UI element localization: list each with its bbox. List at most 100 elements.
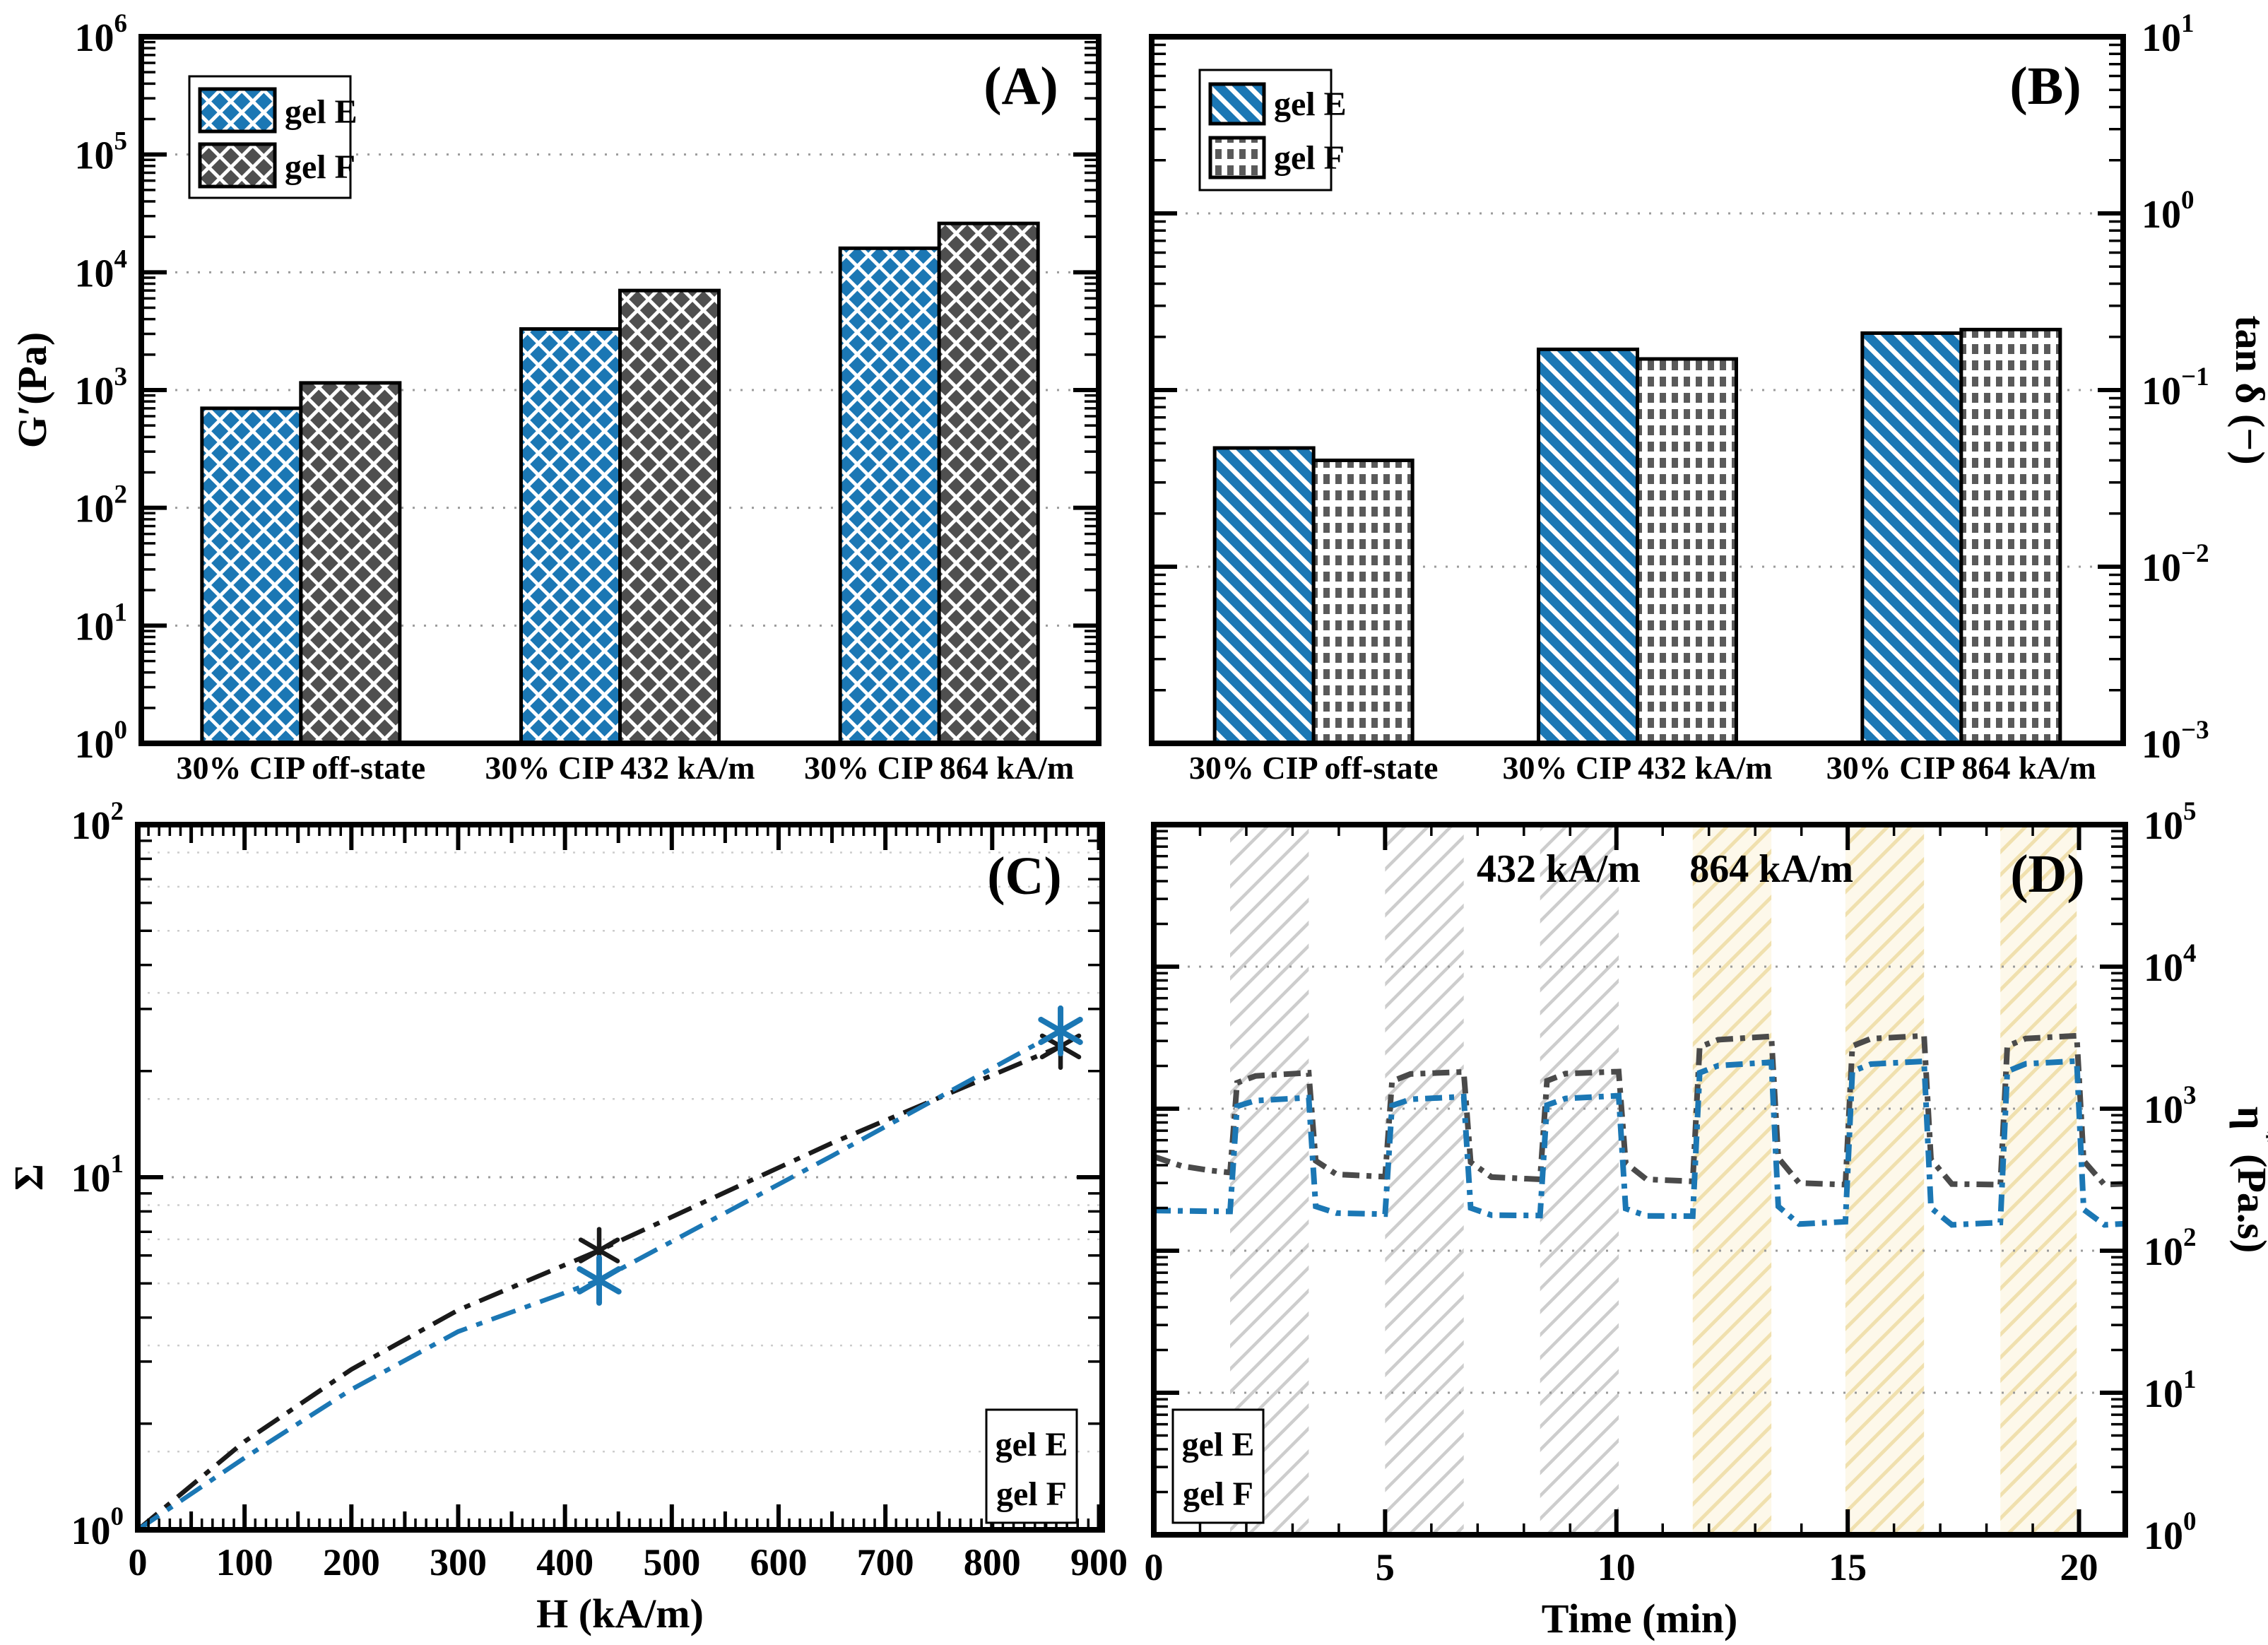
y-axis-A: 100 101 102 103 104 105 106	[75, 9, 1099, 767]
svg-text:10: 10	[1597, 1546, 1636, 1588]
svg-text:900: 900	[1070, 1541, 1128, 1584]
legend-label-gel-F: gel F	[1274, 139, 1345, 177]
svg-text:10−3: 10−3	[2142, 716, 2209, 767]
legend-swatch-gel-F	[198, 142, 277, 189]
gridlines-C	[138, 851, 1102, 1453]
svg-text:15: 15	[1829, 1546, 1867, 1588]
svg-text:500: 500	[643, 1541, 700, 1584]
svg-text:20: 20	[2060, 1546, 2098, 1588]
bar-gel-E-1	[1537, 347, 1639, 745]
line-gel-F	[136, 1044, 1062, 1532]
legend-C: gel E gel F	[985, 1408, 1078, 1524]
bars-A	[200, 221, 1040, 745]
svg-text:102: 102	[2144, 1223, 2197, 1274]
svg-text:100: 100	[71, 1502, 124, 1553]
svg-text:101: 101	[2142, 9, 2195, 60]
panel-tag-D: (D)	[2010, 844, 2085, 904]
svg-text:30% CIP 864 kA/m: 30% CIP 864 kA/m	[804, 750, 1074, 786]
x-axis-C: 0 100 200 300 400 500 600 700 800 900	[129, 825, 1128, 1584]
y-axis-title-D: η* (Pa.s)	[2229, 1107, 2268, 1254]
bar-gel-F-2	[937, 221, 1040, 745]
y-axis-title-A: G′(Pa)	[9, 332, 55, 448]
legend-A: gel E gel F	[188, 75, 358, 199]
legend-swatch-gel-F	[1208, 136, 1266, 179]
legend-D: gel E gel F	[1171, 1408, 1265, 1524]
svg-text:105: 105	[2144, 797, 2197, 848]
legend-label-gel-F: gel F	[996, 1475, 1067, 1513]
legend-label-gel-F: gel F	[1183, 1475, 1253, 1513]
svg-text:100: 100	[2142, 186, 2195, 237]
band-labels: 432 kA/m 864 kA/m	[1477, 847, 1853, 891]
svg-text:30% CIP 432 kA/m: 30% CIP 432 kA/m	[485, 750, 755, 786]
legend-swatch-gel-E	[1208, 82, 1266, 126]
svg-text:102: 102	[75, 480, 128, 531]
line-gel-F	[1152, 1032, 2126, 1188]
field-label-864: 864 kA/m	[1689, 847, 1853, 891]
svg-text:104: 104	[75, 244, 128, 295]
line-gel-E	[136, 1029, 1062, 1532]
field-bands	[1230, 825, 2077, 1535]
band-432-kA-m	[1385, 825, 1464, 1535]
svg-text:100: 100	[216, 1541, 273, 1584]
legend-label-gel-E: gel E	[285, 93, 358, 131]
panel-b: 30% CIP off-state 30% CIP 432 kA/m 30% CIP…	[1149, 9, 2268, 786]
panel-tag-A: (A)	[984, 57, 1058, 116]
svg-text:800: 800	[964, 1541, 1021, 1584]
svg-text:100: 100	[2144, 1507, 2197, 1558]
bar-gel-E-0	[200, 406, 303, 745]
panel-tag-C: (C)	[987, 847, 1062, 906]
legend-swatch-gel-E	[198, 87, 277, 134]
svg-text:0: 0	[1145, 1546, 1164, 1588]
svg-text:100: 100	[75, 716, 128, 767]
lines-C	[136, 1005, 1083, 1532]
svg-text:101: 101	[2144, 1365, 2197, 1416]
line-gel-E	[1153, 1058, 2126, 1228]
lines-D	[1152, 1032, 2126, 1228]
svg-text:700: 700	[857, 1541, 914, 1584]
svg-text:105: 105	[75, 127, 128, 178]
bar-gel-F-1	[1636, 357, 1738, 745]
bar-gel-F-0	[1311, 458, 1414, 745]
x-axis-title-C: H (kA/m)	[536, 1591, 704, 1637]
svg-text:0: 0	[129, 1541, 148, 1584]
legend-label-gel-E: gel E	[996, 1426, 1068, 1463]
x-axis-D: 0 5 10 15 20	[1145, 825, 2127, 1588]
svg-text:300: 300	[430, 1541, 487, 1584]
svg-text:30% CIP 432 kA/m: 30% CIP 432 kA/m	[1502, 750, 1772, 786]
panel-tag-B: (B)	[2009, 57, 2081, 116]
legend-label-gel-E: gel E	[1274, 86, 1347, 123]
panel-a: 30% CIP off-state 30% CIP 432 kA/m 30% CIP…	[9, 9, 1101, 786]
x-axis-title-D: Time (min)	[1542, 1596, 1738, 1641]
bar-gel-E-2	[1860, 331, 1963, 745]
bar-gel-E-1	[519, 327, 622, 745]
category-labels-B: 30% CIP off-state 30% CIP 432 kA/m 30% CIP…	[1189, 750, 2096, 786]
y-axis-title-C: Σ	[6, 1164, 52, 1191]
category-labels-A: 30% CIP off-state 30% CIP 432 kA/m 30% CIP…	[177, 750, 1075, 786]
band-864-kA-m	[1845, 825, 1925, 1535]
svg-text:104: 104	[2144, 939, 2197, 990]
bar-gel-F-0	[299, 381, 402, 745]
svg-text:600: 600	[750, 1541, 807, 1584]
svg-text:30% CIP off-state: 30% CIP off-state	[1189, 750, 1439, 786]
bar-gel-E-0	[1212, 446, 1316, 745]
y-axis-D: 100 101 102 103 104 105	[1154, 797, 2197, 1558]
panel-d: 100 101 102 103 104 105 0 5 10 15 20 432 kA/m 864 kA…	[1145, 797, 2268, 1641]
bars-B	[1212, 327, 2062, 745]
field-label-432: 432 kA/m	[1477, 847, 1641, 891]
svg-text:101: 101	[75, 598, 128, 649]
legend-label-gel-E: gel E	[1182, 1426, 1255, 1463]
band-864-kA-m	[1692, 825, 1772, 1535]
bar-gel-E-2	[838, 246, 941, 745]
band-864-kA-m	[2000, 825, 2077, 1535]
svg-text:5: 5	[1376, 1546, 1395, 1588]
svg-text:103: 103	[2144, 1081, 2197, 1132]
bar-gel-F-1	[618, 288, 721, 745]
svg-text:10−1: 10−1	[2142, 362, 2209, 413]
y-axis-B: 10−3 10−2 10−1 100 101	[1152, 9, 2209, 767]
svg-text:106: 106	[75, 9, 128, 60]
bar-gel-F-2	[1959, 327, 2062, 745]
y-axis-C: 100 101 102	[71, 797, 1102, 1553]
